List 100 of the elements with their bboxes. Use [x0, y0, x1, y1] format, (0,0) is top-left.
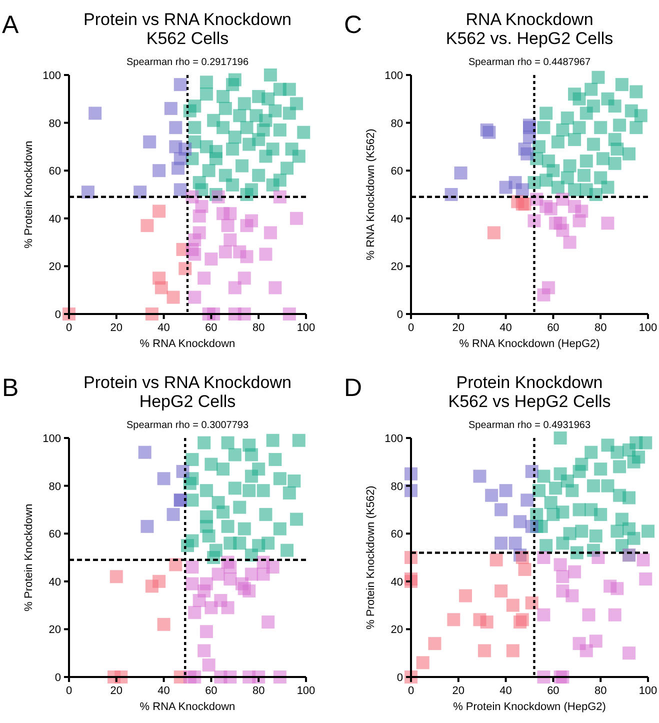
point	[563, 236, 576, 249]
y-tick-label: 100	[42, 70, 61, 82]
x-tick-label: 60	[205, 322, 218, 334]
x-tick-label: 20	[110, 322, 123, 334]
point	[228, 448, 242, 462]
x-tick-label: 60	[205, 685, 218, 697]
point	[514, 515, 527, 528]
point	[188, 121, 202, 134]
point	[516, 613, 529, 626]
y-tick-label: 20	[390, 261, 403, 274]
point	[145, 580, 158, 593]
x-tick-label: 0	[66, 322, 72, 334]
y-axis-title: % RNA Knockdown (K562)	[365, 128, 377, 260]
point	[520, 147, 534, 160]
point	[594, 121, 608, 134]
point	[268, 104, 282, 118]
point	[207, 551, 220, 564]
point	[259, 248, 272, 261]
text: B	[2, 374, 19, 402]
point	[238, 522, 251, 536]
point	[252, 133, 266, 146]
point	[174, 183, 187, 196]
point	[216, 462, 230, 476]
point	[212, 568, 225, 581]
x-axis-title: % RNA Knockdown (HepG2)	[459, 338, 600, 350]
point	[572, 214, 586, 228]
x-tick-label: 60	[547, 322, 560, 334]
point	[586, 138, 600, 151]
text: Spearman rho = 0.2917196	[126, 57, 249, 68]
point	[221, 219, 234, 232]
y-tick-label: 60	[390, 528, 403, 541]
point	[242, 584, 256, 598]
point	[292, 150, 306, 163]
point	[610, 582, 624, 596]
x-tick-label: 40	[500, 322, 512, 334]
point	[608, 608, 622, 622]
point	[582, 608, 596, 622]
point	[264, 226, 277, 240]
point	[273, 472, 286, 486]
point	[556, 570, 570, 584]
point	[627, 455, 640, 468]
point	[508, 536, 522, 550]
point	[613, 118, 626, 132]
point	[494, 536, 508, 550]
point	[572, 464, 586, 478]
point	[610, 446, 624, 459]
point	[297, 126, 310, 139]
point	[520, 494, 534, 507]
point	[244, 470, 258, 483]
point	[198, 644, 211, 658]
point	[506, 598, 520, 612]
point	[596, 152, 610, 166]
point	[204, 252, 218, 266]
point	[556, 224, 570, 237]
point	[288, 474, 301, 488]
point	[622, 147, 636, 160]
x-tick-label: 80	[252, 685, 265, 697]
point	[615, 78, 628, 92]
point	[221, 436, 234, 450]
point	[416, 656, 430, 670]
point	[200, 484, 213, 498]
x-tick-label: 0	[408, 322, 414, 334]
point	[200, 625, 213, 638]
point	[221, 520, 234, 533]
point	[273, 123, 286, 136]
point	[282, 486, 296, 500]
point	[537, 121, 550, 134]
point	[200, 76, 213, 89]
point	[601, 180, 614, 194]
point	[537, 470, 550, 483]
point	[610, 142, 624, 156]
point	[244, 448, 258, 462]
text: C	[344, 11, 362, 39]
y-tick-label: 40	[390, 213, 403, 226]
x-tick-label: 60	[547, 685, 560, 697]
point	[525, 520, 538, 533]
text: Spearman rho = 0.4487967	[468, 57, 591, 68]
y-tick-label: 0	[396, 672, 403, 684]
point	[280, 544, 294, 557]
point	[110, 570, 123, 584]
point	[516, 183, 529, 196]
point	[537, 288, 550, 302]
point	[226, 78, 240, 92]
point	[584, 82, 598, 96]
point	[608, 156, 622, 170]
y-tick-label: 80	[390, 118, 403, 130]
point	[572, 92, 586, 106]
point	[252, 539, 266, 552]
x-tick-label: 20	[110, 685, 123, 697]
point	[566, 589, 579, 602]
y-tick-label: 20	[48, 624, 61, 636]
point	[459, 589, 472, 602]
y-tick-label: 40	[48, 213, 61, 226]
point	[169, 558, 182, 572]
x-tick-label: 80	[594, 322, 607, 334]
point	[584, 446, 598, 459]
point	[268, 453, 282, 466]
y-tick-label: 0	[396, 309, 403, 321]
point	[228, 281, 242, 294]
point	[256, 568, 270, 581]
